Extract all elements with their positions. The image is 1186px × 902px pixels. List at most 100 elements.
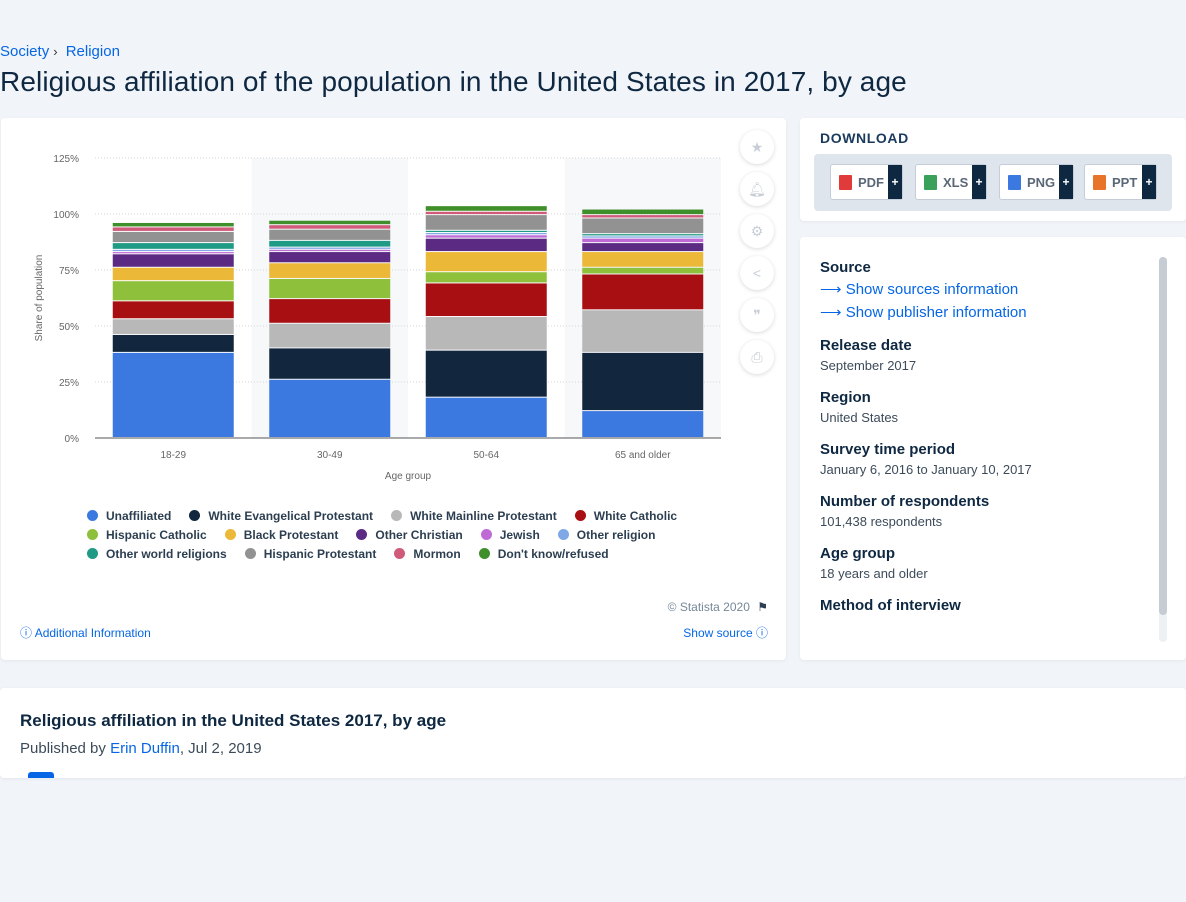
arrow-right-icon: ⟶ xyxy=(820,304,842,321)
legend-row: Unaffiliated White Evangelical Protestant… xyxy=(87,506,727,525)
author-link[interactable]: Erin Duffin xyxy=(110,740,180,757)
bar-segment xyxy=(112,352,234,437)
star-icon[interactable]: ★ xyxy=(740,130,774,164)
bar-segment xyxy=(425,272,547,283)
legend-item[interactable]: Other Christian xyxy=(356,528,463,542)
bar-segment xyxy=(269,278,391,299)
gear-icon[interactable]: ⚙ xyxy=(740,214,774,248)
publish-date: , Jul 2, 2019 xyxy=(179,740,262,757)
legend-swatch xyxy=(574,510,586,521)
legend-item[interactable]: White Evangelical Protestant xyxy=(189,509,373,523)
bar-segment xyxy=(269,225,391,229)
legend-swatch xyxy=(189,510,201,521)
bar-segment xyxy=(112,267,234,281)
quote-icon[interactable]: ❞ xyxy=(740,298,774,332)
copyright-label[interactable]: © Statista 2020 ⚑ xyxy=(668,600,768,614)
x-tick-label: 65 and older xyxy=(615,450,671,461)
bar-segment xyxy=(269,252,391,263)
download-title: DOWNLOAD xyxy=(820,130,909,146)
plus-icon: + xyxy=(1142,165,1156,199)
survey-period-value: January 6, 2016 to January 10, 2017 xyxy=(820,462,1032,477)
bar-segment xyxy=(425,350,547,397)
info-icon: ⓘ xyxy=(20,626,33,640)
legend-swatch xyxy=(391,510,403,521)
download-xls-button[interactable]: XLS + xyxy=(915,164,987,200)
method-heading: Method of interview xyxy=(820,597,961,614)
region-value: United States xyxy=(820,410,899,425)
download-pdf-label: PDF xyxy=(858,174,884,190)
xls-file-icon xyxy=(924,174,937,190)
legend-item[interactable]: Hispanic Catholic xyxy=(87,528,207,542)
bar-segment xyxy=(582,209,704,215)
legend-item[interactable]: Don't know/refused xyxy=(478,546,609,561)
y-tick-label: 125% xyxy=(53,154,79,165)
x-tick-label: 18-29 xyxy=(160,450,186,461)
chart-card: 0% 25% 50% 75% 100% 125% 18-29 30-49 50-64 65 and… xyxy=(1,118,786,660)
info-scroll-area[interactable]: Source ⟶ Show sources information ⟶ Show… xyxy=(820,259,1160,618)
legend-item[interactable]: Jewish xyxy=(480,528,540,542)
show-sources-link[interactable]: ⟶ Show sources information xyxy=(820,280,1160,298)
bar-segment xyxy=(269,229,391,240)
bar-segment xyxy=(582,274,704,310)
show-publisher-label: Show publisher information xyxy=(845,304,1027,321)
bar-segment xyxy=(582,234,704,236)
download-png-button[interactable]: PNG + xyxy=(999,164,1074,200)
legend-item[interactable]: Hispanic Protestant xyxy=(244,546,377,561)
source-heading: Source xyxy=(820,259,871,276)
legend-label: Don't know/refused xyxy=(497,546,609,561)
bar-segment xyxy=(269,220,391,225)
bar-segment xyxy=(112,254,234,267)
legend-label: White Evangelical Protestant xyxy=(208,508,374,523)
legend-item[interactable]: White Catholic xyxy=(574,509,677,523)
bar-segment xyxy=(425,235,547,238)
legend-item[interactable]: Mormon xyxy=(394,547,461,561)
legend-item[interactable]: Other world religions xyxy=(87,547,227,561)
breadcrumb: Society › Religion xyxy=(0,43,120,60)
chart-legend: Unaffiliated White Evangelical Protestant… xyxy=(87,506,727,563)
legend-item[interactable]: Other religion xyxy=(557,528,655,542)
legend-swatch xyxy=(557,529,569,540)
legend-swatch xyxy=(224,529,236,540)
bar-segment xyxy=(425,215,547,230)
share-icon[interactable]: < xyxy=(740,256,774,290)
breadcrumb-society[interactable]: Society xyxy=(0,43,50,60)
arrow-right-icon: ⟶ xyxy=(820,281,842,298)
download-ppt-label: PPT xyxy=(1112,174,1138,190)
download-png-label: PNG xyxy=(1027,174,1056,190)
legend-row: Other world religions Hispanic Protestant… xyxy=(87,544,727,563)
breadcrumb-religion[interactable]: Religion xyxy=(65,43,120,60)
bar-segment xyxy=(112,301,234,319)
print-icon[interactable]: ⎙ xyxy=(740,340,774,374)
survey-period-heading: Survey time period xyxy=(820,441,956,458)
bar-segment xyxy=(269,247,391,249)
bar-segment xyxy=(425,317,547,350)
legend-item[interactable]: Black Protestant xyxy=(224,528,338,542)
bar-segment xyxy=(269,348,391,379)
bar-segment xyxy=(582,310,704,352)
scrollbar-thumb[interactable] xyxy=(1159,257,1167,615)
download-bar: PDF + XLS + PNG + PPT + xyxy=(814,154,1172,211)
additional-info-link[interactable]: ⓘ Additional Information xyxy=(20,624,151,641)
legend-item[interactable]: White Mainline Protestant xyxy=(391,509,557,523)
show-publisher-link[interactable]: ⟶ Show publisher information xyxy=(820,303,1160,321)
bar-segment xyxy=(425,283,547,317)
bar-segment xyxy=(582,218,704,234)
bar-segment xyxy=(582,215,704,218)
download-ppt-button[interactable]: PPT + xyxy=(1084,164,1157,200)
bar-segment xyxy=(269,240,391,247)
bar-segment xyxy=(112,249,234,252)
info-scrollbar[interactable] xyxy=(1159,257,1167,642)
bell-icon[interactable]: 🔔︎ xyxy=(740,172,774,206)
bar-segment xyxy=(582,267,704,274)
content-icon xyxy=(28,772,54,778)
bar-segment xyxy=(269,323,391,348)
download-pdf-button[interactable]: PDF + xyxy=(830,164,903,200)
legend-row: Hispanic Catholic Black Protestant Other C… xyxy=(87,525,727,544)
legend-item[interactable]: Unaffiliated xyxy=(87,509,171,523)
release-date-value: September 2017 xyxy=(820,358,917,373)
info-icon: ⓘ xyxy=(755,626,768,640)
breadcrumb-separator: › xyxy=(53,44,58,59)
legend-label: Hispanic Protestant xyxy=(263,546,377,561)
show-source-link[interactable]: Show source ⓘ xyxy=(683,624,768,641)
statistic-info-card: Source ⟶ Show sources information ⟶ Show… xyxy=(800,237,1186,660)
